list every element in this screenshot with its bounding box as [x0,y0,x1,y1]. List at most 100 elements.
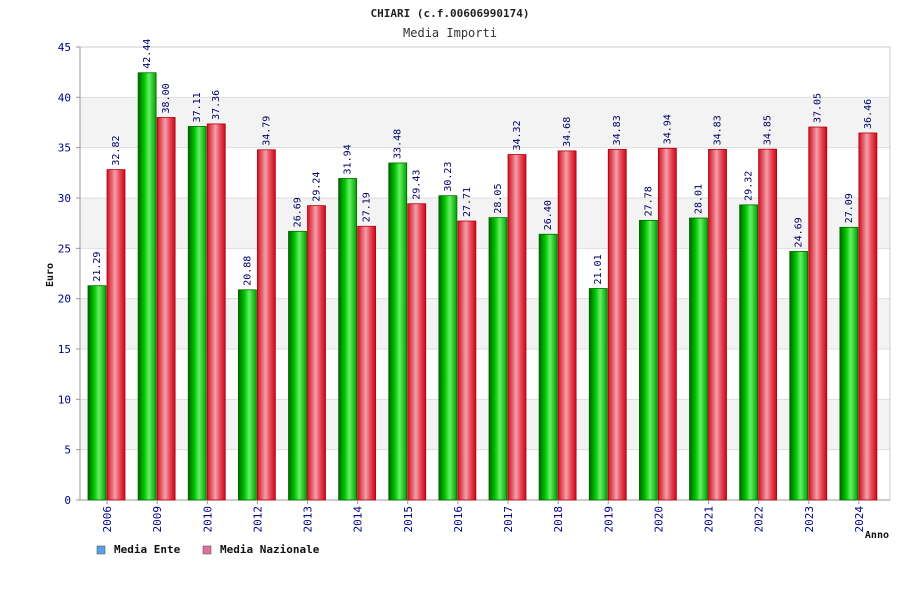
chart-subtitle: Media Importi [403,26,497,40]
data-label: 20.88 [242,256,253,286]
data-label: 29.43 [412,170,423,200]
bar-media-ente [839,226,859,501]
bar-media-nazionale [256,149,276,501]
x-tick-label: 2020 [652,506,665,533]
bar-media-ente [388,162,408,501]
data-label: 29.24 [312,172,323,202]
x-tick-label: 2015 [402,506,415,533]
x-tick-label: 2018 [552,506,565,533]
data-label: 34.83 [713,115,724,145]
x-tick-label: 2024 [853,506,866,533]
bar-media-nazionale [407,203,427,501]
data-label: 36.46 [863,99,874,129]
data-label: 26.69 [293,197,304,227]
bar-media-ente [338,178,358,501]
data-label: 28.01 [694,184,705,214]
y-tick-label: 45 [58,41,71,54]
legend-swatch-media-nazionale [202,545,212,555]
bar-media-nazionale [307,205,326,501]
chart-title: CHIARI (c.f.00606990174) [371,7,530,20]
value-labels: 21.29 32.82 42.44 38.00 37.11 37.36 20.88 34.79… [92,39,874,286]
data-label: 32.82 [111,136,122,166]
bar-media-nazionale [507,154,527,501]
data-label: 37.36 [211,90,222,120]
bar-media-ente [739,204,759,501]
bar-media-ente [237,289,257,501]
data-label: 29.32 [744,171,755,201]
data-label: 38.00 [161,83,172,113]
bar-media-nazionale [808,126,828,501]
y-tick-label: 30 [58,192,71,205]
x-tick-label: 2022 [753,506,766,533]
data-label: 34.79 [261,116,272,146]
x-axis-title: Anno [865,530,889,541]
x-tick-label: 2009 [151,506,164,533]
bar-media-ente [87,285,107,501]
y-tick-label: 0 [64,494,71,507]
x-tick-label: 2019 [602,506,615,533]
bar-media-ente [488,217,508,501]
legend-swatch-media-ente [96,545,106,555]
legend-label-media-nazionale: Media Nazionale [220,543,320,556]
data-label: 34.32 [512,120,523,150]
bar-media-ente [588,288,608,501]
bar-media-ente [137,72,157,501]
x-tick-label: 2014 [352,506,365,533]
data-label: 28.05 [493,184,504,214]
bar-media-nazionale [457,220,477,501]
y-axis-ticks: 0 5 10 15 20 25 30 35 40 45 [58,41,80,507]
y-tick-label: 5 [64,444,71,457]
data-label: 37.11 [192,92,203,122]
x-tick-label: 2012 [251,506,264,533]
y-tick-label: 20 [58,293,71,306]
bar-media-ente [187,126,207,501]
data-label: 37.05 [813,93,824,123]
x-tick-label: 2023 [803,506,816,533]
legend: Media Ente Media Nazionale [96,543,320,556]
y-tick-label: 10 [58,393,71,406]
bar-media-nazionale [106,169,126,501]
y-tick-label: 40 [58,91,71,104]
bar-media-ente [789,251,809,501]
x-tick-label: 2021 [703,506,716,533]
bars-group [87,72,878,501]
y-tick-label: 25 [58,242,71,255]
data-label: 27.78 [643,186,654,216]
x-tick-label: 2010 [201,506,214,533]
x-axis-ticks: 2006 2009 2010 2012 2013 2014 2015 2016 2017 2018… [101,500,866,533]
data-label: 42.44 [142,39,153,69]
bar-media-nazionale [357,225,377,501]
data-label: 33.48 [393,129,404,159]
bar-media-nazionale [607,148,627,501]
y-axis-title: Euro [45,263,56,287]
bar-media-nazionale [156,117,176,501]
data-label: 34.68 [562,117,573,147]
bar-media-nazionale [708,148,727,501]
data-label: 21.29 [92,252,103,282]
bar-media-nazionale [758,148,778,501]
data-label: 34.85 [763,115,774,145]
bar-media-ente [638,219,658,501]
y-tick-label: 35 [58,142,71,155]
data-label: 27.71 [462,187,473,217]
bar-media-ente [538,233,558,501]
bar-media-nazionale [557,150,577,501]
data-label: 34.83 [612,115,623,145]
data-label: 26.40 [543,200,554,230]
bar-media-nazionale [858,132,878,501]
bar-media-nazionale [657,147,677,501]
bar-media-ente [288,230,307,501]
legend-label-media-ente: Media Ente [114,543,181,556]
x-tick-label: 2016 [452,506,465,533]
bar-media-ente [438,195,458,501]
data-label: 27.09 [844,193,855,223]
x-tick-label: 2006 [101,506,114,533]
bar-media-nazionale [206,123,226,501]
x-tick-label: 2013 [302,506,315,533]
data-label: 21.01 [593,254,604,284]
x-tick-label: 2017 [502,506,515,533]
data-label: 24.69 [794,217,805,247]
data-label: 27.19 [362,192,373,222]
bar-media-ente [689,217,708,501]
